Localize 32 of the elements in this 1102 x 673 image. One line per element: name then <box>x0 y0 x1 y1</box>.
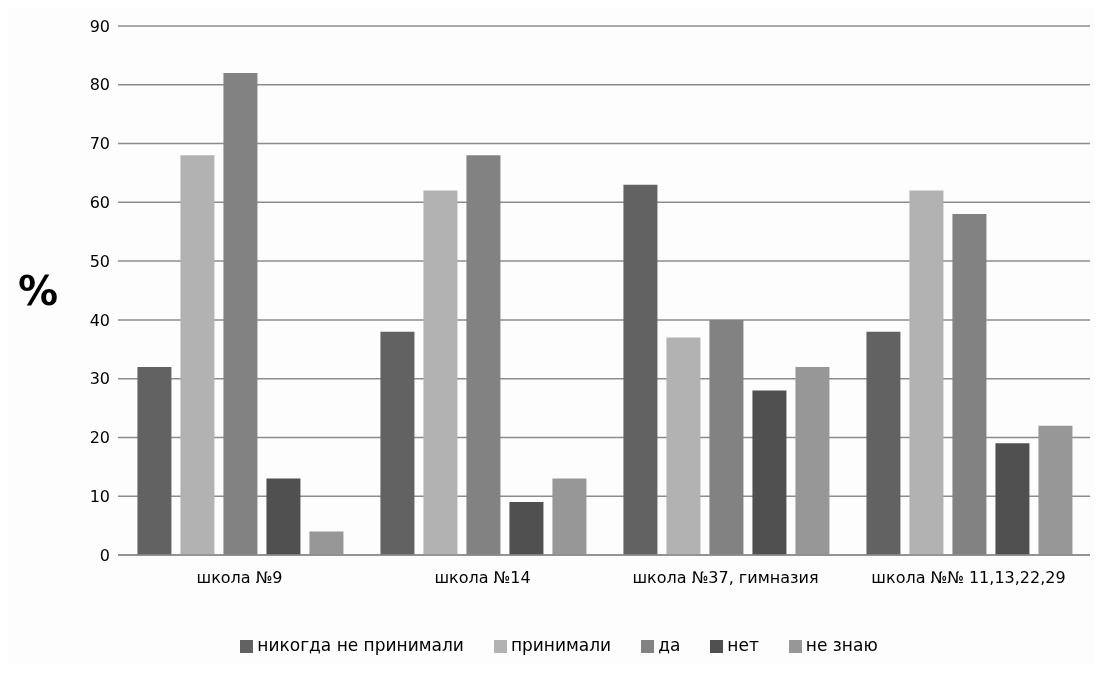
bar <box>266 478 301 555</box>
y-tick-label: 40 <box>89 310 110 330</box>
y-tick-label: 50 <box>89 251 110 271</box>
bar <box>137 366 172 555</box>
legend-label: да <box>658 635 681 655</box>
bar <box>423 190 458 555</box>
bar <box>623 184 658 555</box>
bar <box>666 337 701 555</box>
y-tick-label: 10 <box>89 486 110 506</box>
x-tick-label: школа №9 <box>196 568 283 587</box>
y-tick-label: 0 <box>99 545 110 565</box>
bar <box>995 443 1030 555</box>
bar <box>380 331 415 555</box>
legend-label: принимали <box>510 635 612 655</box>
legend-label: нет <box>727 635 759 655</box>
bar <box>866 331 901 555</box>
y-tick-label: 70 <box>89 134 110 154</box>
bar <box>509 502 544 555</box>
y-tick-label: 80 <box>89 75 110 95</box>
y-axis-title: % <box>18 267 59 314</box>
y-tick-label: 30 <box>89 369 110 389</box>
bar <box>909 190 944 555</box>
x-tick-label: школа №37, гимназия <box>632 568 819 587</box>
x-tick-label: школа №14 <box>434 568 531 587</box>
y-tick-label: 20 <box>89 428 110 448</box>
legend-label: никогда не принимали <box>257 635 464 655</box>
legend-label: не знаю <box>805 635 878 655</box>
bar <box>180 155 215 555</box>
bar <box>752 390 787 555</box>
y-tick-label: 90 <box>89 16 110 36</box>
x-tick-label: школа №№ 11,13,22,29 <box>871 568 1066 587</box>
y-tick-label: 60 <box>89 193 110 213</box>
